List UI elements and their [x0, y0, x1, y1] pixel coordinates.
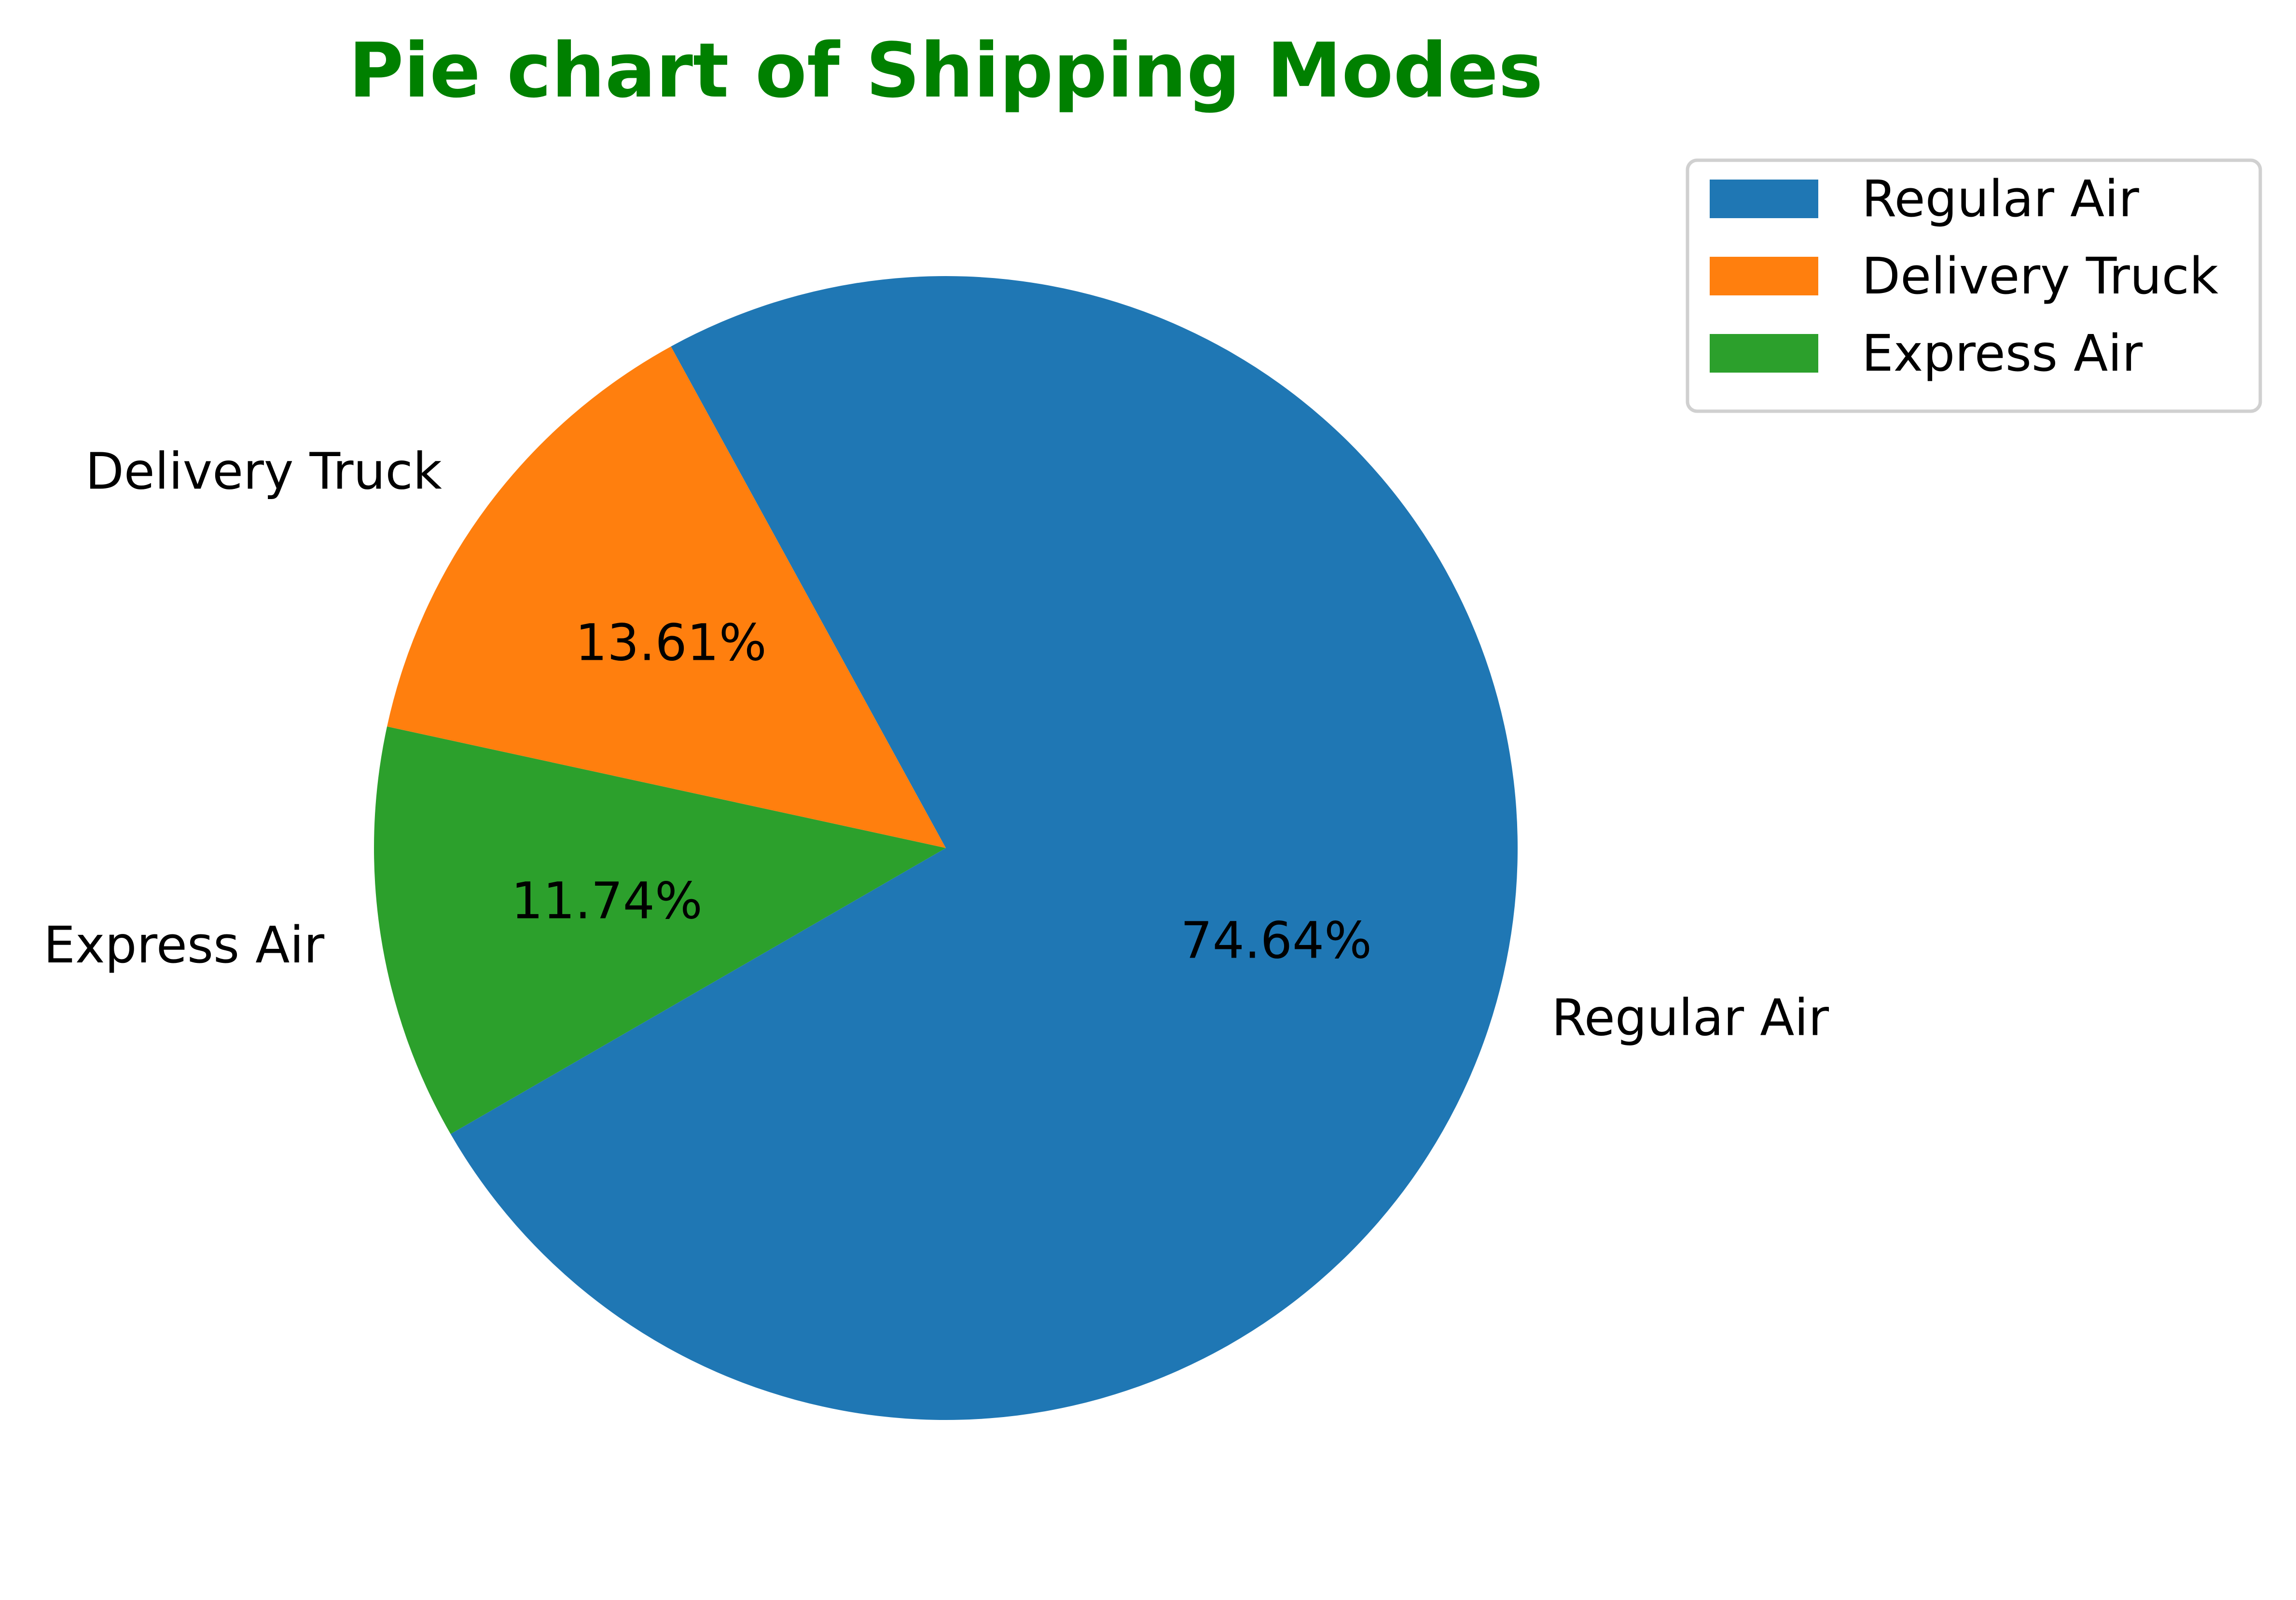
pie-slices	[373, 276, 1518, 1420]
pie-labels: 74.64% Regular Air 13.61% Delivery Truck 11.…	[43, 442, 1829, 1047]
pct-label-regular-air: 74.64%	[1180, 911, 1372, 970]
pie-slice-regular-air	[450, 276, 1518, 1420]
category-label-express-air: Express Air	[43, 916, 324, 974]
legend-label-delivery-truck: Delivery Truck	[1862, 247, 2218, 306]
legend-frame	[1686, 158, 2262, 413]
legend-swatch-regular-air	[1710, 180, 1818, 218]
legend-swatch-delivery-truck	[1710, 257, 1818, 295]
legend-label-regular-air: Regular Air	[1862, 169, 2139, 228]
legend-label-express-air: Express Air	[1862, 324, 2143, 383]
pie-slice-delivery-truck	[387, 346, 946, 848]
pct-label-express-air: 11.74%	[511, 872, 703, 931]
category-label-delivery-truck: Delivery Truck	[85, 442, 442, 501]
legend: Regular Air Delivery Truck Express Air	[1686, 158, 2262, 413]
pct-label-delivery-truck: 13.61%	[575, 613, 767, 672]
legend-entries: Regular Air Delivery Truck Express Air	[1710, 169, 2218, 383]
legend-swatch-express-air	[1710, 334, 1818, 373]
pie-slice-express-air	[373, 726, 946, 1134]
category-label-regular-air: Regular Air	[1551, 988, 1829, 1047]
chart-title: Pie chart of Shipping Modes	[348, 27, 1543, 114]
